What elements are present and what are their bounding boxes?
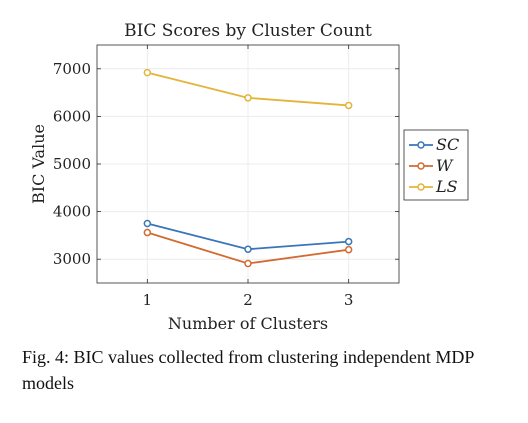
y-tick-label: 6000: [53, 107, 91, 125]
legend-marker-ls: [417, 183, 425, 191]
data-point-w: [244, 259, 252, 268]
y-tick-label: 4000: [53, 203, 91, 221]
grid-lines: [97, 45, 399, 283]
data-point-ls: [244, 94, 252, 102]
x-tick-label: 1: [143, 291, 153, 309]
legend-label-ls: LS: [435, 177, 458, 196]
y-tick-label: 3000: [53, 250, 91, 268]
legend-label-sc: SC: [436, 135, 459, 154]
data-point-sc: [244, 245, 252, 253]
x-tick-label: 2: [243, 291, 253, 309]
y-tick-label: 7000: [53, 60, 91, 78]
x-tick-label: 3: [344, 291, 354, 309]
data-point-sc: [143, 219, 152, 228]
y-tick-label: 5000: [53, 155, 91, 173]
legend-marker-sc: [417, 141, 425, 149]
legend-label-w: W: [436, 156, 454, 175]
data-point-w: [344, 245, 353, 254]
legend-marker-w: [417, 162, 425, 170]
bic-chart: BIC Scores by Cluster Count 3000 4000 5000…: [29, 21, 469, 333]
data-point-sc: [344, 237, 353, 246]
data-point-w: [143, 228, 152, 237]
legend: SC W LS: [403, 129, 469, 201]
chart-title: BIC Scores by Cluster Count: [124, 21, 372, 41]
axis-ticks: 3000 4000 5000 6000 7000 1 2 3: [53, 45, 399, 309]
x-axis-label: Number of Clusters: [168, 314, 328, 333]
series-layer: [143, 68, 353, 268]
data-point-ls: [344, 101, 353, 110]
legend-box: [403, 129, 469, 201]
y-axis-label: BIC Value: [29, 124, 48, 204]
data-point-ls: [143, 68, 152, 77]
figure-caption: Fig. 4: BIC values collected from cluste…: [22, 347, 474, 393]
